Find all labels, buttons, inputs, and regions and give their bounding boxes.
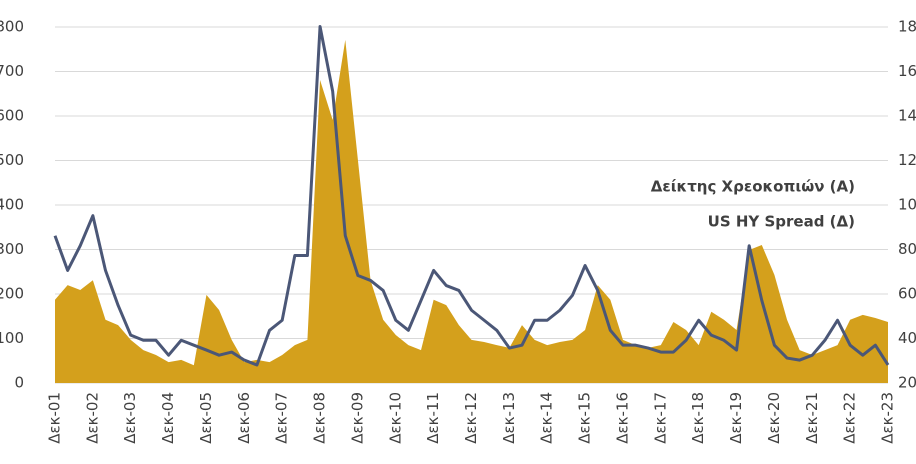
- y2-tick-label: 800: [898, 240, 916, 258]
- x-tick-label: Δεκ-12: [462, 392, 480, 444]
- x-tick-label: Δεκ-09: [348, 392, 366, 444]
- x-tick-label: Δεκ-18: [689, 392, 707, 444]
- y2-tick-label: 400: [898, 329, 916, 347]
- x-tick-label: Δεκ-22: [841, 392, 859, 444]
- x-tick-label: Δεκ-16: [613, 392, 631, 444]
- y2-tick-label: 200: [898, 374, 916, 392]
- x-tick-label: Δεκ-14: [538, 392, 556, 444]
- x-tick-label: Δεκ-01: [46, 392, 64, 444]
- area: [55, 39, 888, 383]
- y2-tick-label: 1400: [898, 107, 916, 125]
- y-tick-label: 400: [0, 196, 24, 214]
- y2-tick-label: 1600: [898, 62, 916, 80]
- x-tick-label: Δεκ-21: [803, 392, 821, 444]
- y-tick-label: 500: [0, 151, 24, 169]
- x-tick-label: Δεκ-08: [311, 392, 329, 444]
- x-tick-label: Δεκ-20: [765, 392, 783, 444]
- y-tick-label: 300: [0, 240, 24, 258]
- x-tick-label: Δεκ-04: [159, 392, 177, 444]
- y-tick-label: 600: [0, 107, 24, 125]
- x-tick-label: Δεκ-07: [273, 392, 291, 444]
- x-tick-label: Δεκ-13: [500, 392, 518, 444]
- y2-tick-label: 1200: [898, 151, 916, 169]
- x-tick-label: Δεκ-06: [235, 392, 253, 444]
- y2-tick-label: 1800: [898, 18, 916, 36]
- y-tick-label: 100: [0, 329, 24, 347]
- y2-tick-label: 600: [898, 285, 916, 303]
- x-tick-label: Δεκ-05: [197, 392, 215, 444]
- x-tick-label: Δεκ-03: [121, 392, 139, 444]
- y-tick-label: 200: [0, 285, 24, 303]
- legend-entry: Δείκτης Χρεοκοπιών (A): [651, 178, 855, 196]
- marks: [53, 25, 890, 383]
- x-tick-label: Δεκ-19: [727, 392, 745, 444]
- legend-entry: US HY Spread (Δ): [708, 213, 855, 231]
- x-tick-label: Δεκ-11: [424, 392, 442, 444]
- y-tick-label: 0: [14, 374, 24, 392]
- line: [53, 25, 890, 367]
- labels: 0 100 200 300 400 500 600 700 800 200 400 600 800 100…: [0, 18, 916, 444]
- x-tick-label: Δεκ-10: [386, 392, 404, 444]
- x-tick-label: Δεκ-15: [576, 392, 594, 444]
- grid: [55, 26, 888, 384]
- x-tick-label: Δεκ-02: [83, 392, 101, 444]
- y-tick-label: 700: [0, 62, 24, 80]
- x-tick-label: Δεκ-17: [651, 392, 669, 444]
- x-tick-label: Δεκ-23: [879, 392, 897, 444]
- y2-tick-label: 1000: [898, 196, 916, 214]
- y-tick-label: 800: [0, 18, 24, 36]
